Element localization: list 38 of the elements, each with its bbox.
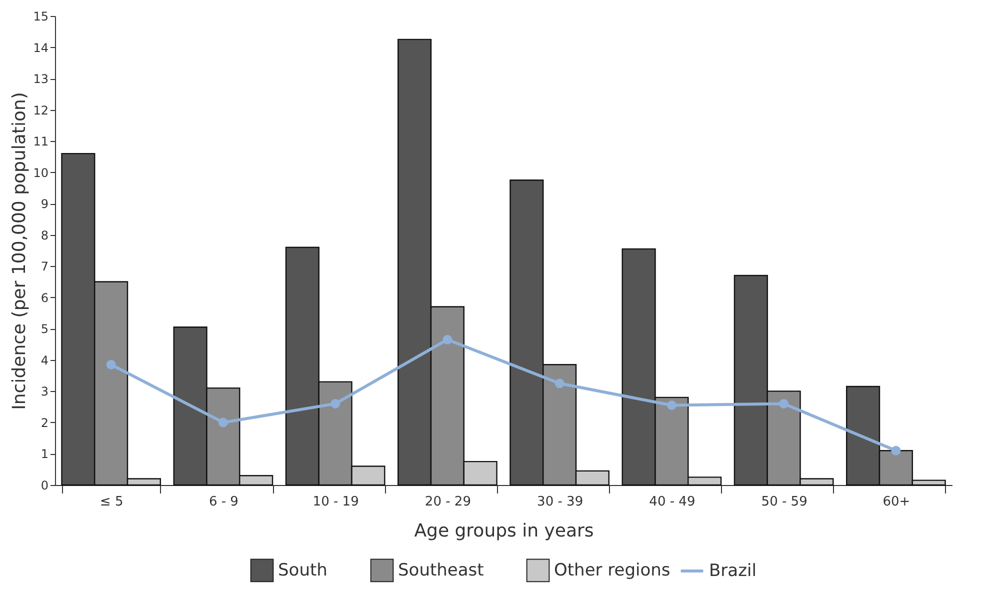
legend-label: Other regions bbox=[554, 560, 670, 580]
point bbox=[218, 418, 228, 428]
x-tick-label: 20 - 29 bbox=[424, 494, 471, 510]
point bbox=[891, 446, 901, 456]
x-tick-label: 60+ bbox=[882, 494, 910, 510]
y-axis-title: Incidence (per 100,000 population) bbox=[9, 92, 30, 410]
y-tick-label: 3 bbox=[40, 384, 48, 399]
x-tick-label: 30 - 39 bbox=[537, 494, 584, 510]
y-tick-label: 15 bbox=[33, 10, 48, 24]
x-tick-label: 50 - 59 bbox=[761, 494, 808, 510]
y-tick-label: 13 bbox=[33, 72, 48, 86]
point bbox=[330, 398, 340, 408]
x-tick-label: 6 - 9 bbox=[208, 494, 238, 510]
y-tick-label: 12 bbox=[33, 103, 48, 118]
y-tick-label: 1 bbox=[40, 447, 48, 462]
x-tick-label: 40 - 49 bbox=[649, 494, 696, 510]
y-tick-label: 0 bbox=[40, 478, 48, 492]
y-tick-label: 5 bbox=[40, 322, 48, 336]
y-tick-label: 4 bbox=[40, 353, 48, 368]
y-tick-label: 8 bbox=[40, 228, 48, 242]
legend-label: Brazil bbox=[709, 561, 756, 581]
legend-label: South bbox=[278, 560, 328, 580]
y-tick-label: 7 bbox=[40, 260, 48, 274]
x-tick-label: ≤ 5 bbox=[100, 494, 124, 510]
y-tick-label: 6 bbox=[40, 290, 48, 305]
point bbox=[554, 378, 564, 388]
x-axis-title: Age groups in years bbox=[414, 520, 594, 542]
x-tick-label: 10 - 19 bbox=[312, 494, 359, 510]
point bbox=[666, 400, 676, 410]
y-tick-label: 14 bbox=[33, 40, 48, 55]
y-tick-label: 11 bbox=[33, 134, 48, 149]
point bbox=[779, 398, 789, 408]
legend-label: Southeast bbox=[398, 560, 484, 580]
point bbox=[442, 334, 452, 344]
y-tick-label: 10 bbox=[33, 166, 48, 180]
y-tick-label: 2 bbox=[40, 416, 48, 430]
y-tick-label: 9 bbox=[40, 197, 48, 212]
point bbox=[106, 360, 116, 370]
